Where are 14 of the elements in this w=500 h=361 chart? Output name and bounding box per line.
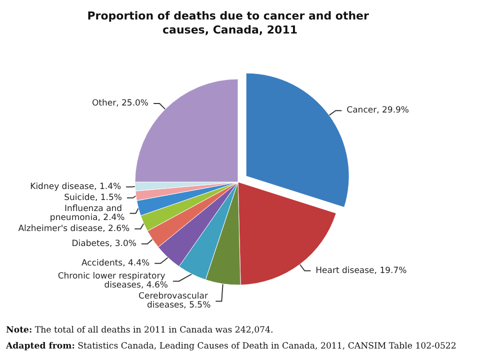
text: Note: The total of all deaths in 2011 in Canada was 242,074. (6, 326, 274, 336)
slice-label: Heart disease, 19.7% (316, 266, 407, 276)
slice-label: Chronic lower respiratory diseases, 4.6% (58, 272, 168, 291)
slice-label: Alzheimer's disease, 2.6% (18, 224, 130, 234)
slice-label: Diabetes, 3.0% (72, 238, 136, 249)
text: Adapted from: Statistics Canada, Leading Causes of Death in Canada, 2011, CANSIM Table 102-0522 (5, 342, 456, 352)
slice-label: Kidney disease, 1.4% (30, 182, 122, 192)
slice-label: Influenza and pneumonia, 2.4% (50, 204, 125, 223)
slice-label: Accidents, 4.4% (81, 258, 150, 268)
slice-label: Cerebrovascular diseases, 5.5% (138, 292, 211, 311)
slice-label: Suicide, 1.5% (64, 192, 122, 203)
chart-title: Proportion of deaths due to cancer and other causes, Canada, 2011 (87, 10, 373, 36)
slice-label: Other, 25.0% (92, 98, 149, 109)
slice-label: Cancer, 29.9% (346, 106, 410, 116)
